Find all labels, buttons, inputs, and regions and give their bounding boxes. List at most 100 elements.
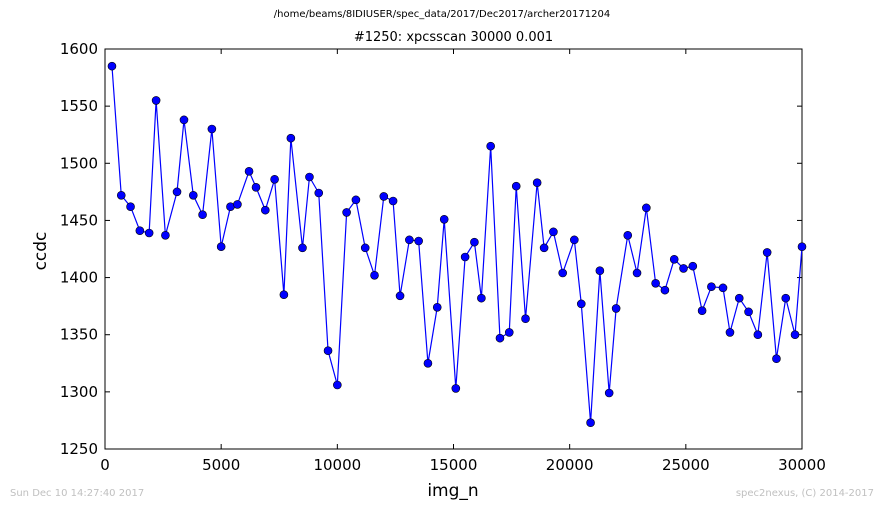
data-point <box>126 202 135 212</box>
data-point <box>790 330 800 340</box>
data-point <box>734 293 744 303</box>
x-tick-label: 15000 <box>430 456 478 474</box>
data-point <box>360 243 370 253</box>
data-point <box>651 278 660 288</box>
data-point <box>762 248 772 257</box>
y-axis-label: ccdc <box>31 232 51 271</box>
x-axis-ticks: 0 5000 10000 15000 20000 25000 30000 <box>100 49 826 474</box>
footer-credit: spec2nexus, (C) 2014-2017 <box>735 488 874 499</box>
data-point <box>432 302 442 312</box>
data-point <box>144 228 154 238</box>
x-tick-label: 30000 <box>778 456 826 474</box>
data-point <box>251 182 261 192</box>
data-point <box>151 96 161 105</box>
y-tick-label: 1250 <box>60 440 98 458</box>
data-point <box>679 264 688 273</box>
data-point <box>576 299 586 309</box>
data-point <box>216 242 226 252</box>
y-tick-label: 1400 <box>60 269 98 287</box>
data-point <box>797 242 807 252</box>
data-point <box>179 115 189 125</box>
data-point <box>642 203 651 213</box>
y-tick-label: 1450 <box>60 211 98 229</box>
data-point <box>439 214 449 224</box>
y-tick-label: 1550 <box>60 97 98 115</box>
data-point <box>549 227 558 237</box>
data-point <box>135 226 145 236</box>
data-point <box>333 380 342 390</box>
y-tick-label: 1600 <box>60 40 98 58</box>
data-point <box>298 243 307 253</box>
data-point <box>414 236 423 246</box>
file-path-title: /home/beams/8IDIUSER/spec_data/2017/Dec2… <box>273 9 611 20</box>
data-point <box>244 166 254 176</box>
x-axis-label: img_n <box>427 481 478 501</box>
data-point <box>669 254 679 264</box>
data-point <box>451 384 461 393</box>
data-point <box>405 235 414 245</box>
data-point <box>379 192 389 201</box>
data-point <box>725 328 735 337</box>
data-point <box>423 358 433 368</box>
data-point <box>470 237 479 247</box>
data-point <box>207 124 217 134</box>
x-tick-label: 0 <box>100 456 110 474</box>
data-point <box>753 330 763 340</box>
data-point <box>660 285 670 295</box>
data-point <box>532 178 542 188</box>
y-tick-label: 1300 <box>60 383 98 401</box>
x-tick-label: 5000 <box>202 456 240 474</box>
data-point <box>781 293 791 303</box>
data-point <box>504 328 514 337</box>
x-tick-label: 25000 <box>662 456 710 474</box>
data-point <box>688 261 698 271</box>
data-point <box>772 354 781 364</box>
y-tick-label: 1350 <box>60 326 98 344</box>
series-line <box>111 66 803 423</box>
data-point <box>395 291 405 301</box>
x-tick-label: 20000 <box>546 456 594 474</box>
data-point <box>286 133 296 143</box>
data-point <box>486 141 495 151</box>
data-point <box>595 266 605 276</box>
data-point <box>305 172 314 182</box>
data-point <box>495 333 505 343</box>
series-group <box>107 61 807 428</box>
data-point <box>539 243 549 253</box>
y-axis-ticks: 1250 1300 1350 1400 1450 1500 1550 1600 <box>60 40 802 458</box>
data-point <box>521 314 530 324</box>
data-point <box>270 174 279 184</box>
data-point <box>370 270 379 280</box>
x-tick-label: 10000 <box>313 456 361 474</box>
data-point <box>388 196 398 206</box>
data-point <box>697 306 707 316</box>
data-point <box>707 282 716 292</box>
data-point <box>198 210 207 220</box>
data-point <box>279 290 289 300</box>
chart-title: #1250: xpcsscan 30000 0.001 <box>353 30 554 45</box>
data-point <box>261 205 270 215</box>
data-point <box>460 252 470 262</box>
data-point <box>314 188 324 198</box>
data-point <box>351 195 361 205</box>
data-point <box>570 235 579 245</box>
data-point <box>116 190 126 200</box>
y-tick-label: 1500 <box>60 154 98 172</box>
data-point <box>161 230 170 240</box>
data-point <box>586 418 595 428</box>
data-point <box>623 230 633 240</box>
data-point <box>233 200 242 209</box>
data-point <box>342 208 351 217</box>
data-point <box>744 307 753 317</box>
data-point <box>604 388 614 398</box>
data-point <box>188 190 198 200</box>
data-point <box>323 346 333 356</box>
data-point <box>611 304 621 313</box>
data-point <box>511 181 521 191</box>
footer-timestamp: Sun Dec 10 14:27:40 2017 <box>10 488 145 499</box>
data-point <box>558 268 567 278</box>
data-point <box>632 268 642 278</box>
data-point <box>477 293 486 303</box>
data-point <box>718 283 728 293</box>
